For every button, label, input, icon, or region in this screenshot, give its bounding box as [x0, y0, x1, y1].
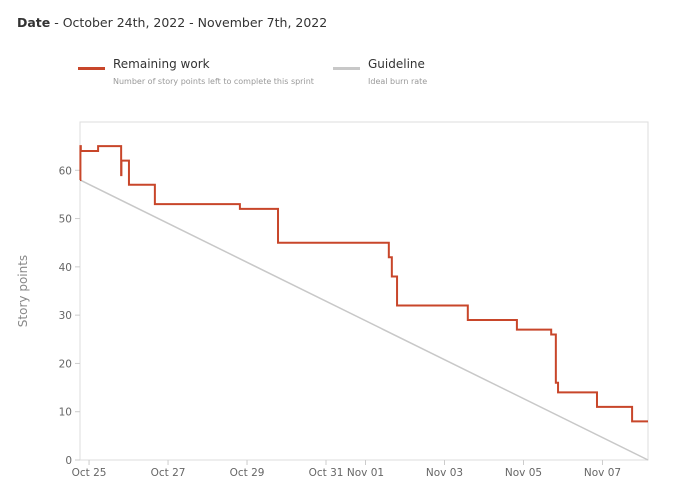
x-tick-label: Nov 07	[584, 467, 621, 479]
x-tick-label: Nov 01	[347, 467, 384, 479]
legend-swatch	[333, 67, 360, 70]
legend-desc: Number of story points left to complete …	[113, 77, 314, 86]
x-tick-label: Oct 25	[72, 467, 107, 479]
y-tick-label: 10	[59, 407, 72, 419]
y-tick-label: 60	[59, 165, 72, 177]
y-tick-label: 30	[59, 310, 72, 322]
plot-area	[79, 121, 649, 461]
legend-title: Guideline	[368, 57, 425, 71]
y-tick-label: 20	[59, 358, 72, 370]
legend-desc: Ideal burn rate	[368, 77, 428, 86]
y-tick-label: 0	[65, 455, 72, 467]
y-axis-label: Story points	[16, 255, 30, 327]
legend-swatch	[78, 67, 105, 70]
guideline-line	[79, 179, 649, 461]
x-tick-label: Nov 05	[505, 467, 542, 479]
remaining-work-line	[79, 145, 648, 423]
date-range: Date - October 24th, 2022 - November 7th…	[17, 15, 327, 30]
x-tick-label: Nov 03	[426, 467, 463, 479]
date-label: Date	[17, 15, 51, 30]
y-tick-label: 40	[59, 262, 72, 274]
x-tick-label: Oct 29	[230, 467, 265, 479]
y-tick-label: 50	[59, 214, 72, 226]
date-range-value: - October 24th, 2022 - November 7th, 202…	[50, 15, 328, 30]
x-tick-label: Oct 31	[309, 467, 344, 479]
x-tick-label: Oct 27	[151, 467, 186, 479]
legend-title: Remaining work	[113, 57, 210, 71]
